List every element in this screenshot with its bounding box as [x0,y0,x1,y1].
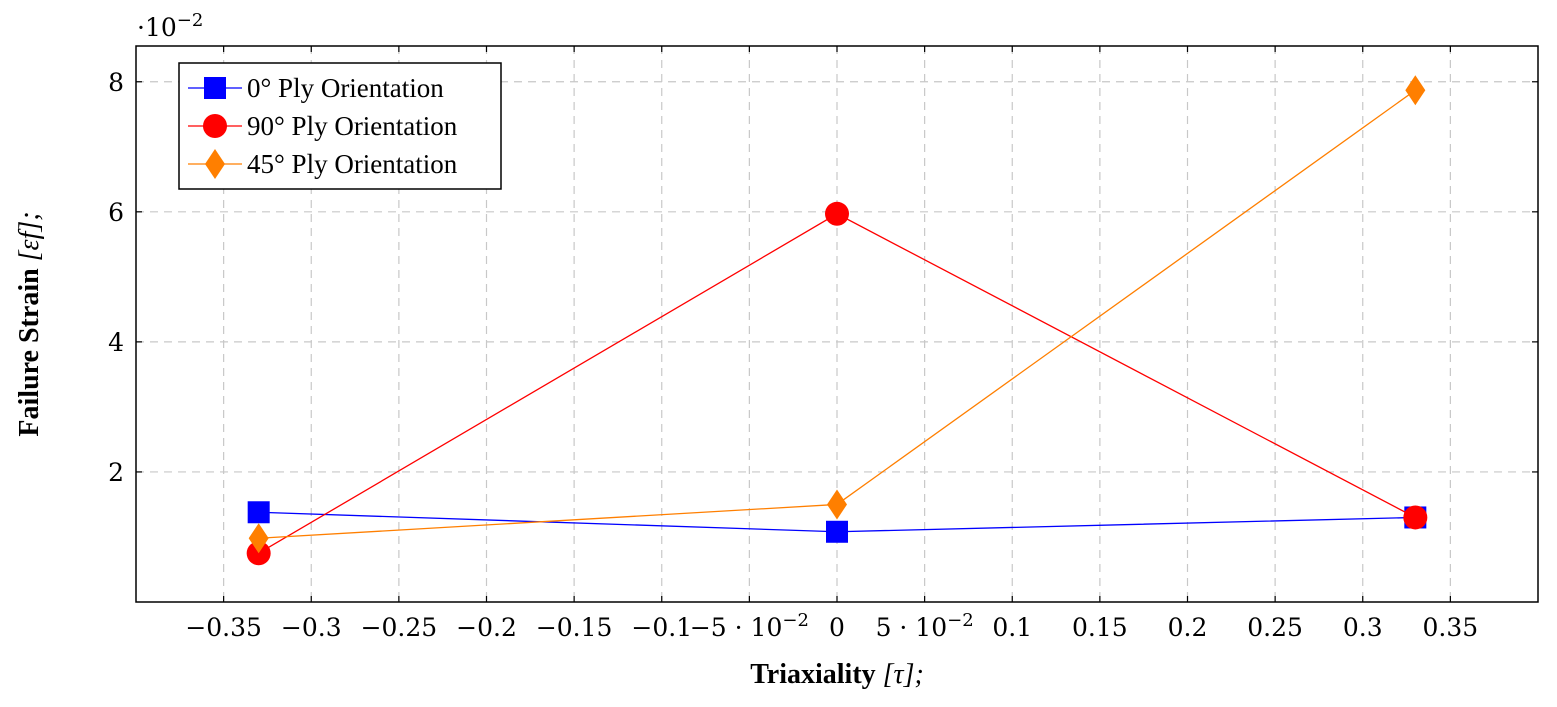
y-axis-label-name: Failure Strain [14,268,45,437]
x-tick-label: −0.35 [185,613,262,642]
y-tick-label: 6 [108,198,124,227]
series-diamond [248,75,1426,554]
x-tick-label: −0.3 [281,613,342,642]
y-axis-scale-exponent: −2 [177,10,204,31]
series-circle [246,201,1428,566]
x-tick-label: −5 · 10−2 [690,610,809,642]
legend-marker-diamond [205,149,225,179]
x-axis-label-unit: [τ]; [883,659,924,690]
x-tick-label: 0.35 [1423,613,1479,642]
data-point-diamond [248,523,269,554]
y-tick-label: 2 [108,458,124,487]
x-axis-label: Triaxiality [τ]; [750,659,924,690]
y-axis-label-unit: [εf]; [14,211,45,261]
y-axis-scale-factor: ·10−2 [137,10,203,42]
legend-label: 0° Ply Orientation [247,73,444,103]
legend-label: 90° Ply Orientation [247,111,458,141]
data-point-circle [825,201,849,226]
x-tick-label: 0.25 [1247,613,1303,642]
y-tick-label: 4 [108,328,124,357]
x-axis-label-name: Triaxiality [750,659,875,690]
x-tick-label: −0.2 [456,613,517,642]
x-tick-label: −0.15 [536,613,613,642]
x-tick-label: 0.1 [992,613,1032,642]
legend-label: 45° Ply Orientation [247,149,458,179]
y-axis-label: Failure Strain [εf]; [14,211,45,436]
series-group [246,75,1428,566]
legend-item: 0° Ply Orientation [188,73,444,103]
y-axis-ticks: 2 4 6 8 [108,68,1538,487]
x-tick-exponent: −2 [782,610,809,631]
x-tick-label: −0.1 [631,613,692,642]
x-tick-label: −0.25 [361,613,438,642]
data-point-square [247,501,270,524]
legend-marker-square [204,77,226,99]
data-point-diamond [827,489,847,520]
legend: 0° Ply Orientation 90° Ply Orientation 45°… [178,62,502,190]
x-tick-label: 5 · 10−2 [876,610,974,642]
x-tick-label: 0.2 [1168,613,1208,642]
data-point-circle [1403,505,1428,530]
legend-item: 45° Ply Orientation [188,149,458,179]
y-tick-label: 8 [108,68,124,97]
legend-item: 90° Ply Orientation [188,111,458,141]
data-point-diamond [1405,75,1426,106]
x-tick-exponent: −2 [947,610,974,631]
x-tick-label: 0 [829,613,845,642]
legend-marker-circle [203,114,227,138]
data-point-square [826,520,848,543]
x-tick-label: 0.15 [1072,613,1128,642]
x-tick-label: 0.3 [1343,613,1383,642]
x-axis-ticks: −0.35 −0.3 −0.25 −0.2 −0.15 −0.1−5 · 10−2 0 5 ·… [185,46,1478,642]
y-axis-scale-base: ·10 [137,13,177,42]
